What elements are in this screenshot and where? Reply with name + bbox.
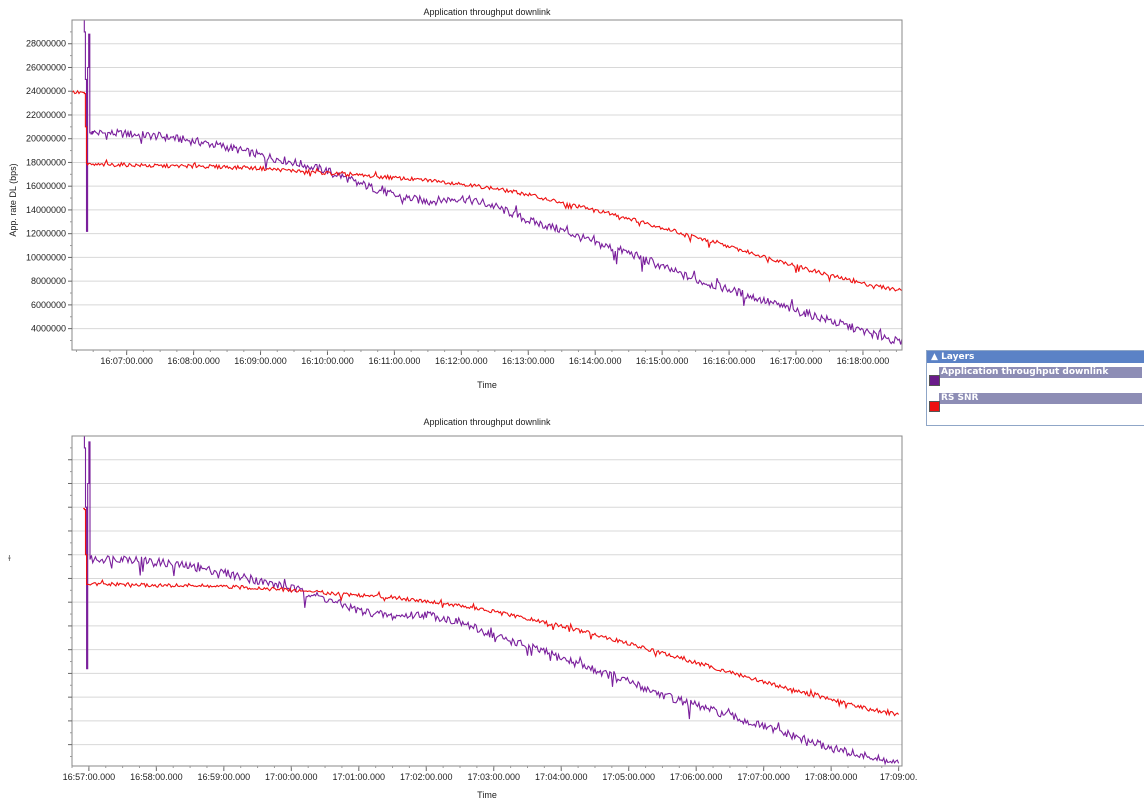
x-tick-label: 16:57:00.000 [63, 772, 116, 782]
chart-bottom: Application throughput downlink ɫ 16:57:… [8, 417, 917, 800]
y-tick-label: 26000000 [26, 62, 66, 72]
y-tick-label: 12000000 [26, 229, 66, 239]
x-tick-label: 17:08:00.000 [805, 772, 858, 782]
axis-mark: ɫ [8, 554, 11, 563]
x-tick-label: 17:06:00.000 [670, 772, 723, 782]
layer-label: RS SNR [939, 393, 1142, 404]
layers-header[interactable]: ▲ Layers [927, 351, 1144, 363]
x-tick-label: 17:00:00.000 [265, 772, 318, 782]
y-tick-label: 10000000 [26, 252, 66, 262]
layer-color-swatch [929, 375, 940, 386]
x-tick-label: 17:09:00. [880, 772, 918, 782]
y-tick-label: 6000000 [31, 300, 66, 310]
chart-top: Application throughput downlink App. rat… [8, 7, 903, 390]
x-tick-label: 16:18:00.000 [837, 356, 890, 366]
x-tick-label: 16:12:00.000 [435, 356, 488, 366]
y-tick-label: 18000000 [26, 157, 66, 167]
x-tick-label: 16:09:00.000 [234, 356, 287, 366]
chart-title: Application throughput downlink [423, 417, 551, 427]
layer-item-app-throughput[interactable]: Application throughput downlink [927, 363, 1144, 389]
y-axis-label: App. rate DL (bps) [8, 163, 18, 236]
x-tick-label: 16:15:00.000 [636, 356, 689, 366]
x-tick-label: 16:08:00.000 [167, 356, 220, 366]
x-tick-label: 17:07:00.000 [737, 772, 790, 782]
layer-color-swatch [929, 401, 940, 412]
x-tick-label: 16:58:00.000 [130, 772, 183, 782]
layers-panel: ▲ Layers Application throughput downlink… [926, 350, 1144, 426]
series-line-app-throughput [83, 435, 900, 766]
chart-title: Application throughput downlink [423, 7, 551, 17]
x-tick-label: 16:11:00.000 [368, 356, 420, 366]
x-tick-label: 16:07:00.000 [100, 356, 153, 366]
y-tick-label: 24000000 [26, 86, 66, 96]
layer-item-rs-snr[interactable]: RS SNR [927, 389, 1144, 415]
x-tick-label: 16:17:00.000 [770, 356, 823, 366]
y-tick-label: 4000000 [31, 324, 66, 334]
layers-header-label: Layers [941, 352, 975, 362]
collapse-triangle-icon[interactable]: ▲ [931, 352, 938, 362]
x-tick-label: 16:59:00.000 [198, 772, 251, 782]
series-line-app-throughput [83, 19, 903, 345]
x-tick-label: 16:13:00.000 [502, 356, 555, 366]
y-tick-label: 20000000 [26, 134, 66, 144]
x-tick-label: 17:01:00.000 [333, 772, 386, 782]
series-line-rs-snr [83, 507, 900, 717]
x-tick-label: 16:16:00.000 [703, 356, 756, 366]
plot-frame [71, 19, 903, 351]
x-axis-label: Time [477, 790, 497, 800]
layer-label: Application throughput downlink [939, 367, 1142, 378]
y-tick-label: 28000000 [26, 39, 66, 49]
y-tick-label: 8000000 [31, 276, 66, 286]
y-tick-label: 16000000 [26, 181, 66, 191]
plot-frame [71, 435, 903, 767]
x-tick-label: 17:04:00.000 [535, 772, 588, 782]
series-line-rs-snr [71, 89, 903, 292]
y-tick-label: 14000000 [26, 205, 66, 215]
x-tick-label: 17:03:00.000 [467, 772, 520, 782]
x-tick-label: 16:10:00.000 [301, 356, 354, 366]
x-axis-label: Time [477, 380, 497, 390]
x-tick-label: 16:14:00.000 [569, 356, 622, 366]
x-tick-label: 17:05:00.000 [602, 772, 655, 782]
x-tick-label: 17:02:00.000 [400, 772, 453, 782]
y-tick-label: 22000000 [26, 110, 66, 120]
